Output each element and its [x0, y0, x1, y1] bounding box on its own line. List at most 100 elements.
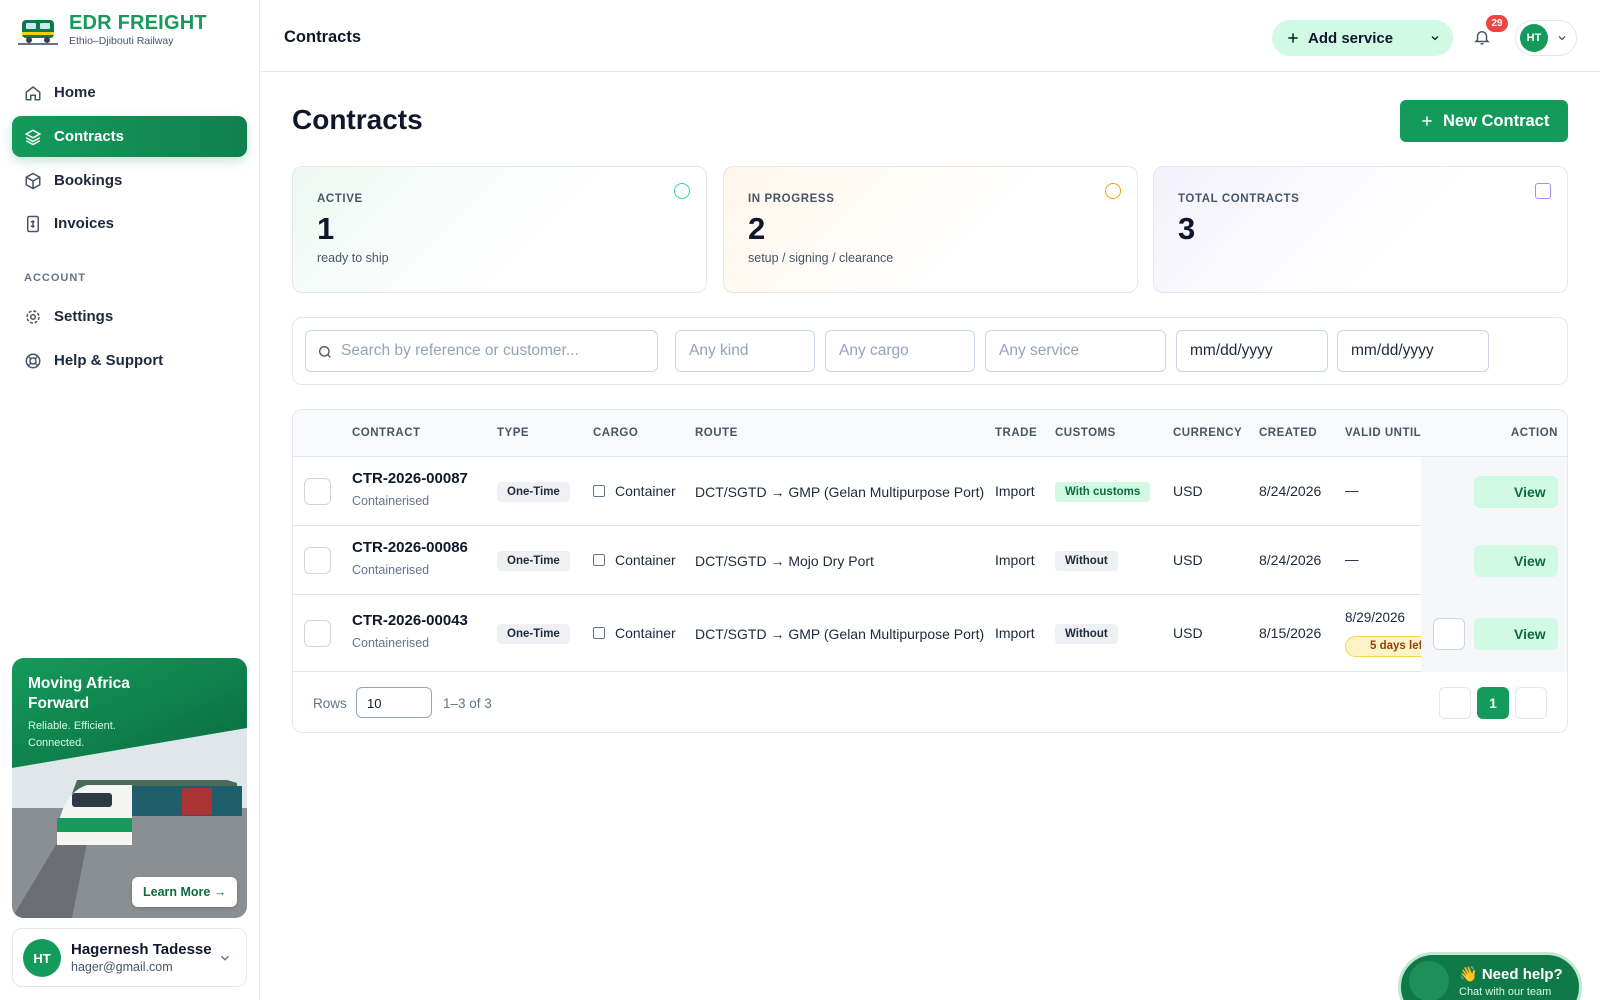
- customs-badge: Without: [1055, 623, 1118, 644]
- nav-label: Contracts: [54, 128, 125, 145]
- stat-icon: [1105, 183, 1121, 199]
- nav-label: Invoices: [54, 215, 115, 232]
- stat-icon: [1535, 183, 1551, 199]
- route: DCT/SGTD → GMP (Gelan Multipurpose Port): [695, 483, 985, 500]
- prev-page[interactable]: [1439, 687, 1471, 719]
- route: DCT/SGTD → GMP (Gelan Multipurpose Port): [695, 625, 985, 642]
- rows-select[interactable]: 10: [356, 687, 432, 718]
- range-label: 1–3 of 3: [443, 696, 492, 711]
- created: 8/15/2026: [1259, 624, 1322, 641]
- nav-settings[interactable]: Settings: [12, 296, 247, 337]
- current-page[interactable]: 1: [1477, 687, 1509, 719]
- date-from-input[interactable]: mm/dd/yyyy: [1176, 330, 1328, 372]
- expand-button[interactable]: [304, 477, 331, 505]
- filter-bar: Search by reference or customer... Any k…: [292, 317, 1568, 385]
- date-to-input[interactable]: mm/dd/yyyy: [1337, 330, 1489, 372]
- stat-label: ACTIVE: [317, 193, 363, 205]
- nav-invoices[interactable]: Invoices: [12, 203, 247, 244]
- column-header: TYPE: [497, 427, 530, 439]
- topbar-title: Contracts: [284, 28, 362, 46]
- chevron: [220, 955, 230, 961]
- sidebar: EDR FREIGHT Ethio–Djibouti Railway Home …: [0, 0, 260, 1000]
- notifications-bell[interactable]: [1473, 28, 1491, 46]
- cargo: Container: [615, 482, 676, 499]
- contract-kind: Containerised: [352, 562, 430, 577]
- column-header: TRADE: [995, 427, 1038, 439]
- valid-until: —: [1345, 551, 1359, 567]
- service-select[interactable]: Any service: [985, 330, 1166, 372]
- help-title: 👋 Need help?: [1459, 966, 1563, 983]
- stat-value: 2: [748, 211, 766, 246]
- trade: Import: [995, 624, 1035, 641]
- account-menu[interactable]: HT: [1515, 20, 1577, 56]
- nav-help[interactable]: Help & Support: [12, 340, 247, 381]
- trade: Import: [995, 551, 1035, 568]
- nav-bookings[interactable]: Bookings: [12, 160, 247, 201]
- nav-label: Home: [54, 84, 96, 101]
- kind-select[interactable]: Any kind: [675, 330, 815, 372]
- view-button[interactable]: View: [1474, 475, 1558, 508]
- user-name: Hagernesh Tadesse: [71, 941, 212, 958]
- help-widget[interactable]: 👋 Need help? Chat with our team: [1398, 952, 1582, 1000]
- user-card[interactable]: HT Hagernesh Tadesse hager@gmail.com: [12, 928, 247, 987]
- expand-button[interactable]: [304, 546, 331, 574]
- cargo-select[interactable]: Any cargo: [825, 330, 975, 372]
- table-row: CTR-2026-00086 Containerised One-Time Conta…: [293, 526, 1567, 595]
- currency: USD: [1173, 624, 1203, 641]
- user-email: hager@gmail.com: [71, 960, 173, 974]
- stat-note: ready to ship: [317, 251, 389, 265]
- promo-title: Moving Africa Forward: [28, 675, 130, 712]
- help-icon: [1409, 961, 1449, 1000]
- learn-more-button[interactable]: Learn More →: [132, 877, 238, 907]
- brand-name: EDR FREIGHT: [69, 12, 207, 34]
- trade: Import: [995, 482, 1035, 499]
- pagination: Rows 10 1–3 of 3 1: [293, 672, 1567, 732]
- table-row: CTR-2026-00087 Containerised One-Time Conta…: [293, 457, 1567, 526]
- view-label: View: [1514, 483, 1546, 500]
- add-service-button[interactable]: Add service: [1272, 20, 1453, 56]
- document-button[interactable]: [1433, 617, 1465, 650]
- action-cell: View: [1421, 457, 1567, 526]
- topbar: Contracts Add service 29 HT: [261, 0, 1600, 72]
- cargo-icon: [593, 553, 605, 566]
- stat-note: setup / signing / clearance: [748, 251, 894, 265]
- contract-kind: Containerised: [352, 493, 430, 508]
- created: 8/24/2026: [1259, 551, 1322, 568]
- cargo: Container: [615, 551, 676, 568]
- page-title: Contracts: [292, 104, 423, 135]
- cargo-icon: [593, 484, 605, 497]
- cargo-icon: [593, 626, 605, 639]
- type-badge: One-Time: [497, 481, 570, 502]
- valid-until: 8/29/2026: [1345, 609, 1406, 625]
- nav-home[interactable]: Home: [12, 72, 247, 113]
- help-subtitle: Chat with our team: [1459, 986, 1552, 998]
- new-contract-button[interactable]: New Contract: [1400, 100, 1568, 142]
- search-placeholder: Search by reference or customer...: [341, 342, 579, 359]
- view-button[interactable]: View: [1474, 544, 1558, 577]
- view-label: View: [1514, 552, 1546, 569]
- nav-contracts[interactable]: Contracts: [12, 116, 247, 157]
- next-page[interactable]: [1515, 687, 1547, 719]
- account-avatar: HT: [1520, 24, 1548, 52]
- cargo: Container: [615, 624, 676, 641]
- service-placeholder: Any service: [999, 342, 1080, 359]
- nav-label: Help & Support: [54, 352, 164, 369]
- currency: USD: [1173, 551, 1203, 568]
- customs-badge: With customs: [1055, 481, 1151, 502]
- column-header: ROUTE: [695, 427, 738, 439]
- user-avatar: HT: [23, 939, 61, 977]
- contracts-table: CONTRACT TYPE CARGO ROUTE TRADE CUSTOMS CURREN…: [292, 409, 1568, 733]
- promo-subtitle: Reliable. Efficient. Connected.: [28, 720, 116, 749]
- promo-illustration: [12, 658, 247, 918]
- view-button[interactable]: View: [1474, 617, 1558, 650]
- route: DCT/SGTD → Mojo Dry Port: [695, 552, 874, 569]
- stat-label: IN PROGRESS: [748, 193, 835, 205]
- search-input[interactable]: Search by reference or customer...: [305, 330, 658, 372]
- stat-label: TOTAL CONTRACTS: [1178, 193, 1300, 205]
- column-header: VALID UNTIL: [1345, 427, 1422, 439]
- expand-button[interactable]: [304, 619, 331, 647]
- type-badge: One-Time: [497, 623, 570, 644]
- nav-label: Settings: [54, 308, 114, 325]
